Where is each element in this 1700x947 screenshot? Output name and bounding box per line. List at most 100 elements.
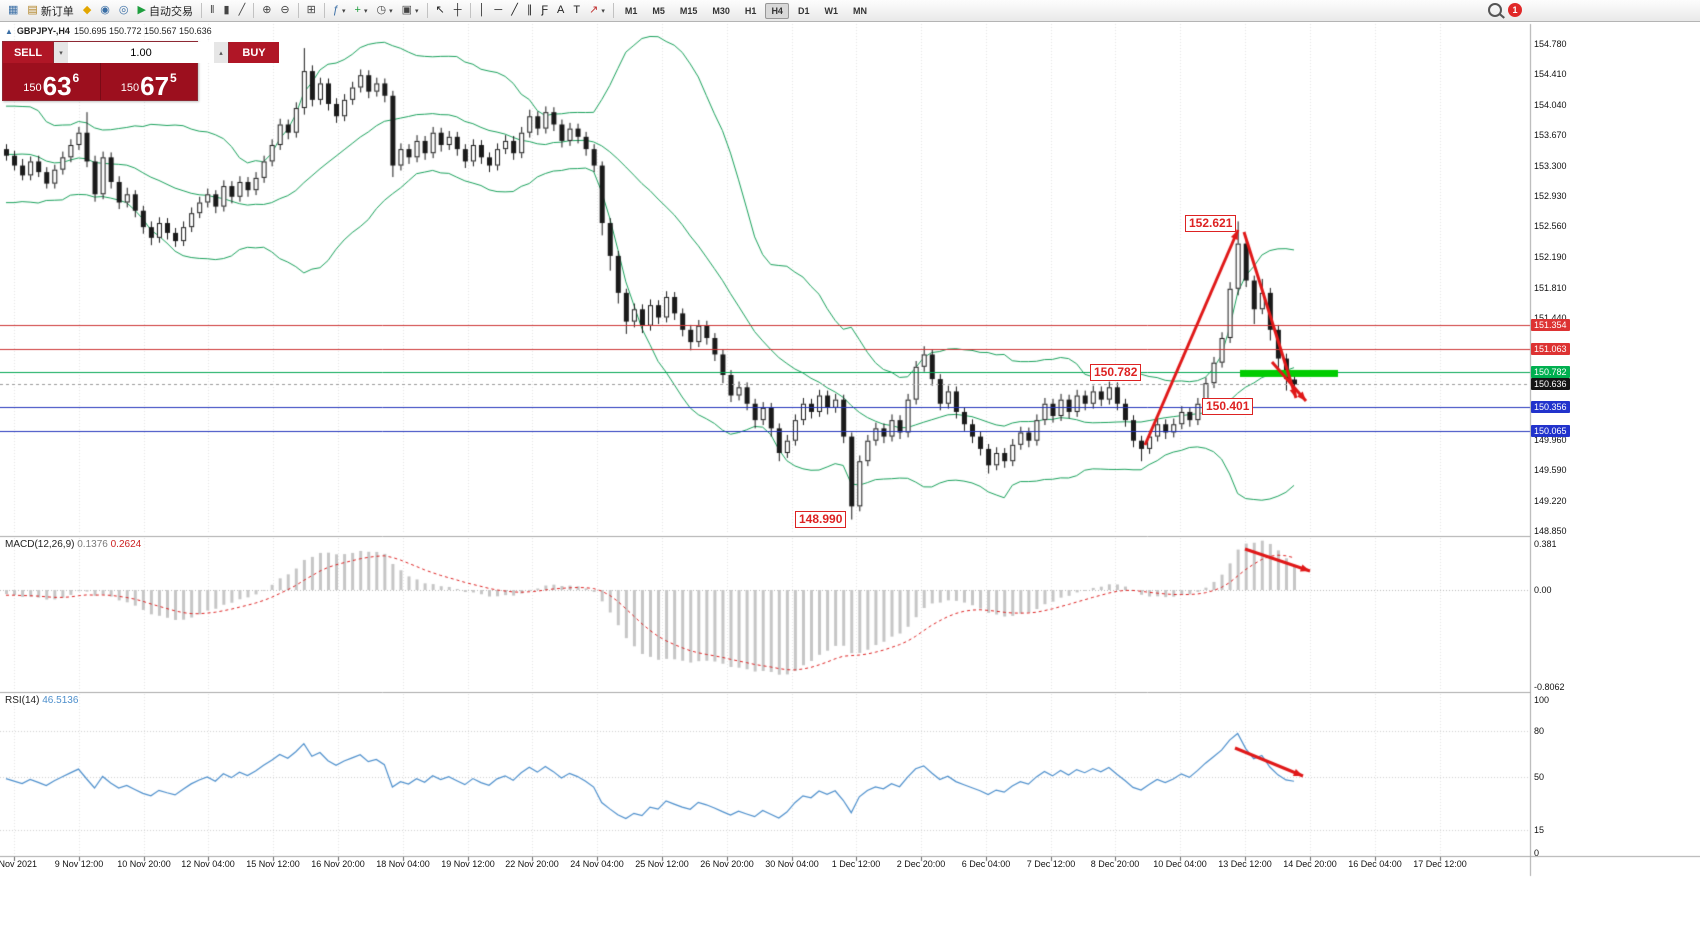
dropdown-caret-icon: ▾: [414, 7, 419, 15]
main-toolbar: ▦ ▤ 新订单 ◆ ◉ ◎ ▶ 自动交易 ‖ ▮ ╱ ⊕ ⊖ ⊞ ƒ ▾ + ▾ ◷ ▾ ▣ ▾ ↖ ┼ │ ─ ╱ ∥ Ƒ A T ↗ ▾ M1…: [0, 0, 1700, 22]
toolbar-separator: [200, 3, 202, 18]
tile-windows-icon: ⊞: [306, 4, 316, 16]
sell-button[interactable]: SELL: [3, 42, 53, 63]
arrows-tool-icon: ↗: [589, 4, 599, 16]
crosshair-icon: ┼: [453, 4, 462, 16]
rsi-value: 46.5136: [42, 695, 79, 706]
indicators-icon[interactable]: ƒ ▾: [329, 1, 350, 21]
price-annotation-box[interactable]: 148.990: [795, 511, 847, 528]
indicators-icon: ƒ: [332, 4, 339, 16]
vertical-line-icon[interactable]: │: [475, 1, 490, 21]
timeframe-m30-button[interactable]: M30: [712, 5, 730, 16]
sell-price-main: 63: [42, 70, 72, 101]
candlestick-chart-icon[interactable]: ▮: [220, 1, 234, 21]
chart-tab-ohlc: 150.695 150.772 150.567 150.636: [73, 26, 212, 36]
arrows-tool-icon[interactable]: ↗ ▾: [585, 1, 609, 21]
macd-indicator-label: MACD(12,26,9) 0.1376 0.2624: [5, 539, 141, 550]
price-annotation-box[interactable]: 150.782: [1090, 364, 1142, 381]
one-click-trading-panel: SELL ▾ ▴ BUY 150 63 6 150 67 5: [2, 41, 279, 101]
volume-increase-button[interactable]: ▴: [214, 42, 228, 63]
sell-price-pip: 6: [72, 71, 80, 85]
rsi-indicator-label: RSI(14) 46.5136: [5, 695, 78, 706]
timeframe-m15-button[interactable]: M15: [679, 5, 698, 16]
zoom-in-icon: ⊕: [262, 4, 272, 16]
horizontal-line-icon[interactable]: ─: [490, 1, 506, 21]
cursor-icon: ↖: [435, 4, 445, 16]
zoom-out-icon[interactable]: ⊖: [276, 1, 293, 21]
timeframe-d1-button[interactable]: D1: [797, 5, 810, 16]
notification-badge[interactable]: 1: [1508, 3, 1522, 17]
buy-button[interactable]: BUY: [229, 42, 279, 63]
timeframe-h4-button[interactable]: H4: [765, 2, 789, 19]
bar-chart-icon: ‖: [209, 4, 215, 16]
toolbar-separator: [426, 3, 428, 18]
chart-tab-icon: ▲: [5, 26, 13, 36]
timeframe-m5-button[interactable]: M5: [652, 5, 665, 16]
buy-price-main: 67: [140, 70, 170, 101]
add-indicator-icon: +: [354, 4, 361, 16]
label-icon: T: [573, 4, 581, 16]
toolbar-separator: [297, 3, 299, 18]
templates-icon[interactable]: ▣ ▾: [398, 1, 423, 21]
volume-stepper: ▾ ▴: [53, 42, 229, 63]
line-chart-icon: ╱: [238, 4, 246, 16]
price-annotation-box[interactable]: 150.401: [1202, 398, 1254, 415]
market-watch-icon: ◉: [100, 4, 110, 16]
sell-price[interactable]: 150 63 6: [3, 63, 100, 100]
timeframe-m1-button[interactable]: M1: [624, 5, 638, 16]
community-icon[interactable]: ◎: [115, 1, 133, 21]
autotrading-button[interactable]: ▶ 自动交易: [134, 1, 197, 21]
market-watch-icon[interactable]: ◉: [96, 1, 114, 21]
fibonacci-icon[interactable]: Ƒ: [537, 1, 552, 21]
macd-main-value: 0.1376: [77, 539, 108, 550]
templates-icon: ▣: [401, 4, 412, 16]
zoom-out-icon: ⊖: [280, 4, 290, 16]
buy-price-pip: 5: [170, 71, 177, 85]
tile-windows-icon[interactable]: ⊞: [303, 1, 320, 21]
volume-decrease-button[interactable]: ▾: [54, 42, 68, 63]
fibonacci-icon: Ƒ: [541, 4, 549, 16]
text-icon: A: [557, 4, 565, 16]
trendline-icon[interactable]: ╱: [507, 1, 522, 21]
metaeditor-icon[interactable]: ◆: [79, 1, 95, 21]
candlestick-chart-icon: ▮: [223, 4, 230, 16]
buy-price[interactable]: 150 67 5: [99, 63, 198, 101]
autotrading-button: ▶: [137, 4, 146, 16]
chart-tab-title: GBPJPY-,H4: [16, 26, 70, 36]
new-chart-icon: ▦: [8, 4, 19, 16]
timeframe-h1-button[interactable]: H1: [744, 5, 757, 16]
toolbar-separator: [612, 3, 614, 18]
periods-icon[interactable]: ◷ ▾: [372, 1, 396, 21]
toolbar-right-cluster: 1: [1488, 3, 1522, 17]
label-icon[interactable]: T: [569, 1, 584, 21]
new-order-button: ▤: [27, 4, 38, 16]
new-chart-icon[interactable]: ▦: [4, 1, 22, 21]
crosshair-icon[interactable]: ┼: [450, 1, 466, 21]
toolbar-separator: [253, 3, 255, 18]
volume-input[interactable]: [68, 42, 214, 63]
search-icon[interactable]: [1488, 3, 1502, 17]
dropdown-caret-icon: ▾: [341, 7, 346, 15]
sell-price-prefix: 150: [23, 82, 42, 94]
zoom-in-icon[interactable]: ⊕: [258, 1, 275, 21]
toolbar-separator: [469, 3, 471, 18]
channel-icon: ∥: [526, 4, 533, 16]
dropdown-caret-icon: ▾: [363, 7, 368, 15]
new-order-button[interactable]: ▤ 新订单: [23, 1, 77, 21]
channel-icon[interactable]: ∥: [523, 1, 537, 21]
macd-signal-value: 0.2624: [110, 539, 142, 550]
dropdown-caret-icon: ▾: [389, 7, 393, 15]
timeframe-w1-button[interactable]: W1: [824, 5, 838, 16]
line-chart-icon[interactable]: ╱: [235, 1, 250, 21]
macd-name: MACD(12,26,9): [5, 539, 75, 550]
chart-tab[interactable]: ▲ GBPJPY-,H4 150.695 150.772 150.567 150…: [5, 26, 212, 36]
trendline-icon: ╱: [511, 4, 518, 16]
price-annotation-box[interactable]: 152.621: [1185, 215, 1237, 232]
text-icon[interactable]: A: [553, 1, 568, 21]
new-order-button-label: 新订单: [40, 5, 74, 18]
timeframe-mn-button[interactable]: MN: [852, 5, 867, 16]
cursor-icon[interactable]: ↖: [432, 1, 449, 21]
bar-chart-icon[interactable]: ‖: [206, 1, 219, 21]
add-indicator-icon[interactable]: + ▾: [351, 1, 372, 21]
